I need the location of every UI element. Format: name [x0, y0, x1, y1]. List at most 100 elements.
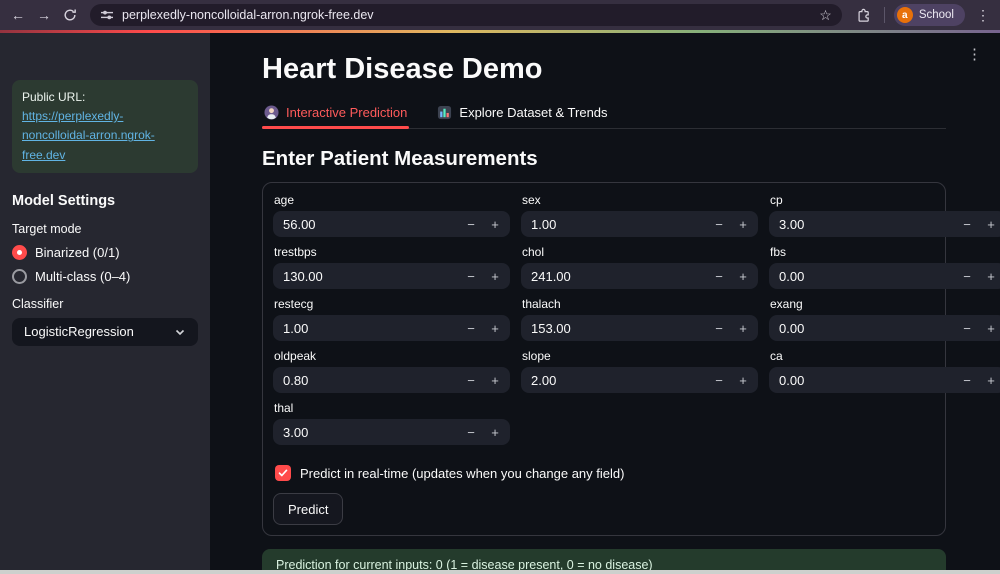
increment-icon[interactable]: +	[491, 320, 499, 336]
realtime-checkbox-label: Predict in real-time (updates when you c…	[300, 465, 625, 481]
number-field: chol − +	[521, 245, 758, 289]
tab-label: Interactive Prediction	[286, 105, 408, 120]
field-label: fbs	[770, 245, 787, 259]
number-input-value[interactable]	[769, 216, 955, 232]
public-url-link[interactable]: https://perplexedly-noncolloidal-arron.n…	[22, 109, 155, 162]
number-input-value[interactable]	[521, 320, 707, 336]
number-input: − +	[769, 367, 1000, 393]
increment-icon[interactable]: +	[491, 372, 499, 388]
profile-avatar: a	[896, 7, 913, 23]
radio-multiclass[interactable]: Multi-class (0–4)	[12, 268, 198, 284]
sidebar: Public URL: https://perplexedly-noncollo…	[0, 33, 210, 570]
increment-icon[interactable]: +	[739, 216, 747, 232]
number-input: − +	[769, 315, 1000, 341]
url-text: perplexedly-noncolloidal-arron.ngrok-fre…	[122, 8, 374, 22]
increment-icon[interactable]: +	[987, 320, 995, 336]
number-input-value[interactable]	[521, 268, 707, 284]
decrement-icon[interactable]: −	[963, 320, 971, 336]
field-label: thalach	[522, 297, 561, 311]
increment-icon[interactable]: +	[739, 268, 747, 284]
number-input-value[interactable]	[769, 268, 955, 284]
field-label: sex	[522, 193, 541, 207]
number-input: − +	[273, 315, 510, 341]
decrement-icon[interactable]: −	[715, 216, 723, 232]
public-url-prefix: Public URL:	[22, 90, 86, 104]
number-field: oldpeak − +	[273, 349, 510, 393]
page-title: Heart Disease Demo	[262, 53, 543, 85]
profile-name: School	[918, 9, 954, 21]
doctor-icon	[264, 105, 279, 120]
number-field: sex − +	[521, 193, 758, 237]
address-bar[interactable]: perplexedly-noncolloidal-arron.ngrok-fre…	[90, 4, 842, 26]
field-label: slope	[522, 349, 551, 363]
number-input-value[interactable]	[273, 372, 459, 388]
site-info-icon[interactable]	[100, 8, 114, 22]
decrement-icon[interactable]: −	[963, 268, 971, 284]
decrement-icon[interactable]: −	[715, 372, 723, 388]
decrement-icon[interactable]: −	[467, 268, 475, 284]
radio-label: Multi-class (0–4)	[35, 268, 131, 284]
taskbar-edge	[0, 570, 1000, 574]
increment-icon[interactable]: +	[739, 320, 747, 336]
field-label: trestbps	[274, 245, 317, 259]
bookmark-star-icon[interactable]: ☆	[819, 6, 832, 23]
decrement-icon[interactable]: −	[467, 424, 475, 440]
number-field: fbs − +	[769, 245, 1000, 289]
number-input-value[interactable]	[273, 320, 459, 336]
decrement-icon[interactable]: −	[963, 216, 971, 232]
increment-icon[interactable]: +	[491, 424, 499, 440]
decrement-icon[interactable]: −	[715, 268, 723, 284]
field-label: exang	[770, 297, 803, 311]
back-icon[interactable]: ←	[11, 7, 25, 23]
increment-icon[interactable]: +	[491, 216, 499, 232]
decrement-icon[interactable]: −	[467, 216, 475, 232]
field-label: cp	[770, 193, 783, 207]
reload-icon[interactable]	[58, 3, 82, 27]
increment-icon[interactable]: +	[987, 372, 995, 388]
app-menu-icon[interactable]: ⋮	[967, 46, 982, 63]
number-input: − +	[521, 367, 758, 393]
number-input-value[interactable]	[769, 320, 955, 336]
decrement-icon[interactable]: −	[963, 372, 971, 388]
increment-icon[interactable]: +	[987, 268, 995, 284]
predict-button[interactable]: Predict	[273, 493, 344, 525]
decrement-icon[interactable]: −	[715, 320, 723, 336]
classifier-select[interactable]: LogisticRegression	[12, 317, 198, 346]
number-input-value[interactable]	[273, 424, 459, 440]
number-input: − +	[273, 367, 510, 393]
tab-bar: Interactive Prediction Explore Dataset &…	[262, 100, 946, 129]
tab-interactive-prediction[interactable]: Interactive Prediction	[262, 100, 410, 129]
extensions-icon[interactable]	[856, 8, 871, 23]
field-label: ca	[770, 349, 783, 363]
bar-chart-icon	[437, 105, 452, 120]
field-label: chol	[522, 245, 545, 259]
prediction-result-text: Prediction for current inputs: 0 (1 = di…	[276, 558, 653, 570]
number-input: − +	[521, 263, 758, 289]
number-input-value[interactable]	[273, 216, 459, 232]
number-input-value[interactable]	[521, 216, 707, 232]
increment-icon[interactable]: +	[987, 216, 995, 232]
browser-menu-icon[interactable]: ⋮	[976, 6, 990, 23]
number-field: restecg − +	[273, 297, 510, 341]
field-label: restecg	[274, 297, 314, 311]
browser-profile-button[interactable]: a School	[893, 4, 965, 26]
number-input-value[interactable]	[521, 372, 707, 388]
number-input-value[interactable]	[273, 268, 459, 284]
number-input-value[interactable]	[769, 372, 955, 388]
number-field: thalach − +	[521, 297, 758, 341]
increment-icon[interactable]: +	[491, 268, 499, 284]
number-input: − +	[273, 263, 510, 289]
decrement-icon[interactable]: −	[467, 320, 475, 336]
main-area: ⋮ Heart Disease Demo Interactive Predict…	[210, 33, 1000, 570]
decrement-icon[interactable]: −	[467, 372, 475, 388]
radio-binarized[interactable]: Binarized (0/1)	[12, 244, 198, 260]
chevron-down-icon	[174, 326, 186, 338]
forward-icon[interactable]: →	[37, 7, 51, 23]
prediction-result-box: Prediction for current inputs: 0 (1 = di…	[262, 549, 946, 570]
section-heading: Enter Patient Measurements	[262, 147, 538, 170]
realtime-checkbox-row[interactable]: Predict in real-time (updates when you c…	[275, 465, 935, 481]
increment-icon[interactable]: +	[739, 372, 747, 388]
checkbox-checked-icon[interactable]	[275, 465, 291, 481]
tab-explore-dataset[interactable]: Explore Dataset & Trends	[435, 100, 609, 128]
sidebar-heading: Model Settings	[12, 192, 116, 209]
